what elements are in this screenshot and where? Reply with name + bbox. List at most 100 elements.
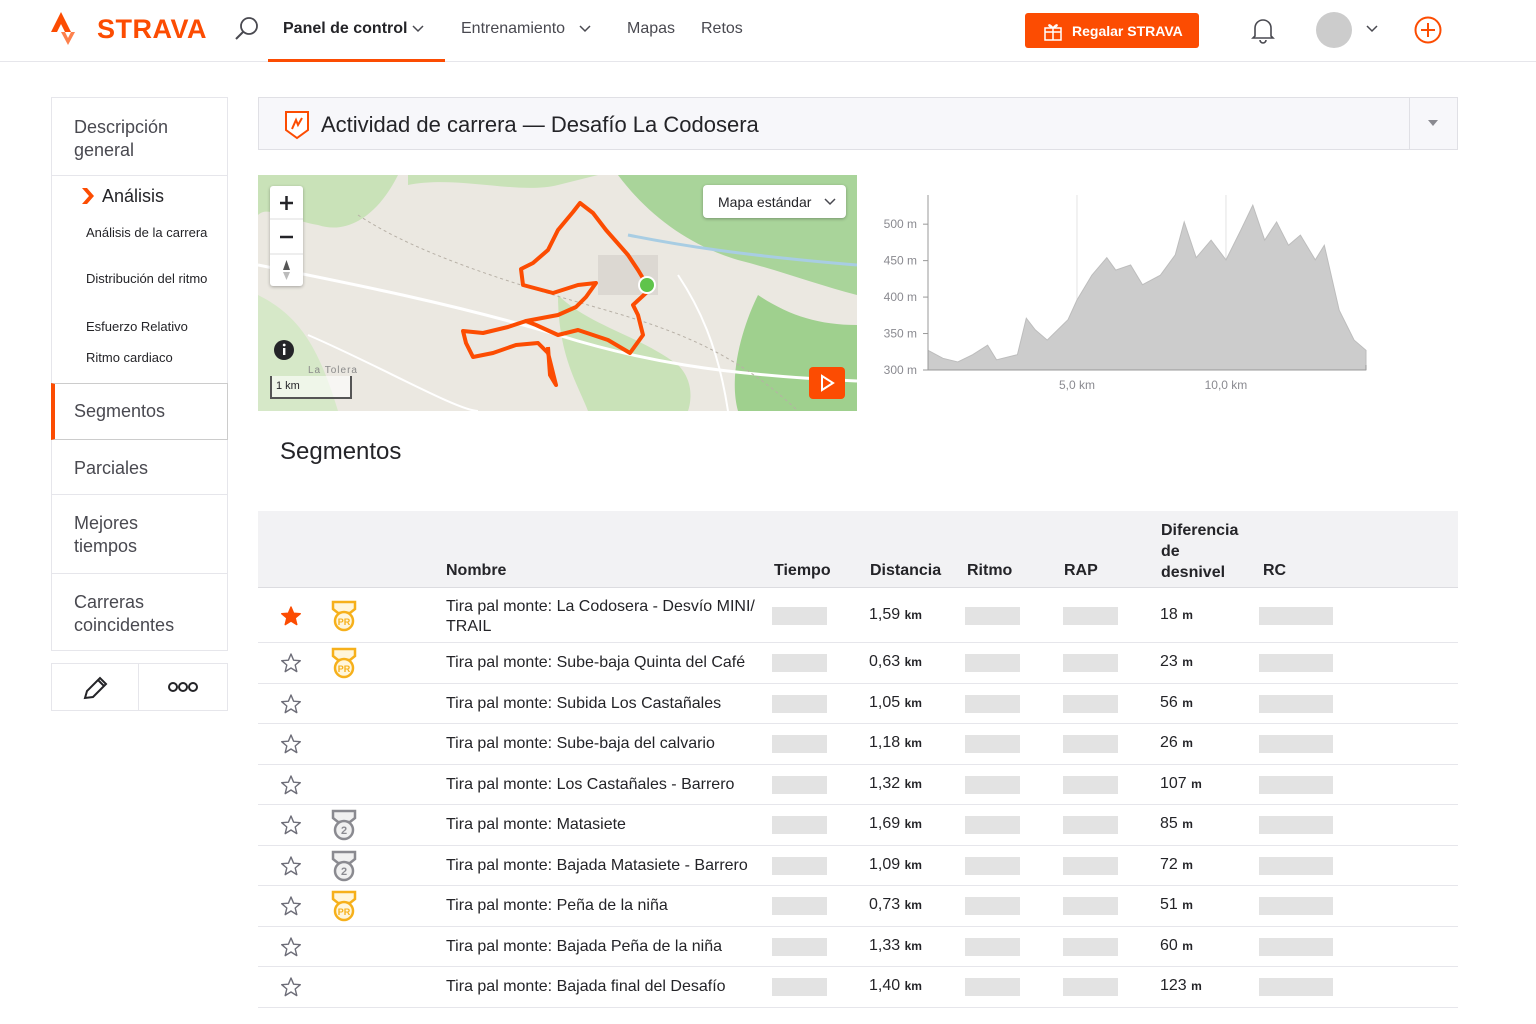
achievement-badge[interactable]: PR [330,890,358,922]
segment-name[interactable]: Tira pal monte: Bajada Matasiete - Barre… [446,856,748,874]
divider [52,573,227,574]
column-header[interactable]: RC [1263,562,1287,579]
segment-name[interactable]: Tira pal monte: Los Castañales - Barrero [446,775,735,793]
sidebar-item[interactable]: Parciales [74,458,149,478]
avatar[interactable] [1316,12,1352,48]
achievement-badge[interactable]: PR [330,600,358,632]
column-header[interactable]: Tiempo [774,562,831,579]
redacted-value [1063,978,1118,997]
redacted-value [965,856,1020,875]
more-button[interactable] [167,680,199,694]
star-outline[interactable] [280,652,302,674]
distance-unit: km [904,736,922,751]
redacted-value [1259,937,1333,956]
segment-name[interactable]: Tira pal monte: Matasiete [446,816,626,834]
distance-value: 1,32 [869,774,901,792]
map-info[interactable] [273,339,295,361]
star-outline[interactable] [280,855,302,877]
y-tick-label: 400 m [884,290,917,304]
segment-elevation: 23 m [1160,653,1193,671]
notifications-icon[interactable] [1250,16,1276,44]
star-shape [281,896,301,916]
sidebar-subitem[interactable]: Distribución del ritmo [86,271,208,286]
segment-elevation: 18 m [1160,606,1193,624]
segment-name[interactable]: Tira pal monte: Peña de la niña [446,897,668,915]
y-tick-label: 450 m [884,254,917,268]
segment-row: Tira pal monte: Sube-baja del calvario 1,… [258,724,1458,765]
badge-label: 2 [341,866,347,878]
star-shape [281,977,301,997]
upload-button[interactable] [1413,15,1443,45]
column-header[interactable]: Nombre [446,562,507,579]
search-icon[interactable] [233,15,261,43]
map-type-button[interactable]: Mapa estándar [703,185,846,218]
nav-item[interactable]: Retos [701,20,743,37]
map-controls [270,186,303,286]
star-outline[interactable] [280,774,302,796]
redacted-value [965,735,1020,754]
column-header[interactable]: RAP [1064,562,1098,579]
sidebar-subitem[interactable]: Ritmo cardiaco [86,350,173,365]
distance-value: 0,63 [869,653,901,671]
sidebar-subitem[interactable]: Esfuerzo Relativo [86,319,188,334]
nav-item[interactable]: Panel de control [283,20,408,37]
achievement-badge[interactable]: 2 [330,850,358,882]
column-header[interactable]: Diferencia de desnivel [1161,522,1239,581]
star-filled[interactable] [280,605,302,627]
redacted-value [772,694,827,713]
distance-value: 1,69 [869,815,901,833]
chevron [412,25,424,33]
brand[interactable]: STRAVA [97,14,207,44]
segment-elevation: 60 m [1160,937,1193,955]
dropdown-toggle[interactable] [1427,118,1439,128]
gift-button[interactable]: Regalar STRAVA [1025,13,1199,48]
segment-name[interactable]: Tira pal monte: Bajada Peña de la niña [446,937,723,955]
star-outline[interactable] [280,814,302,836]
segment-elevation: 72 m [1160,856,1193,874]
segment-name[interactable]: Tira pal monte: Bajada final del Desafío [446,978,726,996]
divider [1409,98,1410,149]
star-outline[interactable] [280,733,302,755]
segment-name[interactable]: Tira pal monte: La Codosera - Desvío MIN… [446,598,755,635]
achievement-badge[interactable]: PR [330,647,358,679]
column-header[interactable]: Ritmo [967,562,1013,579]
redacted-value [965,816,1020,835]
segment-distance: 1,40 km [869,977,922,995]
sidebar-item[interactable]: Mejores tiempos [74,513,139,556]
section-title: Segmentos [280,438,402,465]
redacted-value [772,816,827,835]
flyby-button[interactable] [809,367,845,399]
redacted-value [772,735,827,754]
column-header[interactable]: Distancia [870,562,942,579]
star-outline[interactable] [280,895,302,917]
nav-item[interactable]: Mapas [627,20,676,37]
redacted-value [772,607,827,625]
redacted-value [1259,735,1333,754]
sidebar-item[interactable]: Carreras coincidentes [74,592,175,635]
elevation-value: 51 [1160,896,1178,914]
achievement-badge[interactable]: 2 [330,809,358,841]
logo-icon[interactable] [48,10,78,46]
star-outline[interactable] [280,936,302,958]
segment-name[interactable]: Tira pal monte: Subida Los Castañales [446,694,722,712]
elevation-value: 26 [1160,734,1178,752]
segment-distance: 1,33 km [869,937,922,955]
redacted-value [772,937,827,956]
nav-item[interactable]: Entrenamiento [461,20,566,37]
star-outline[interactable] [280,693,302,715]
map-control-icons [270,196,303,280]
segment-name[interactable]: Tira pal monte: Sube-baja Quinta del Caf… [446,654,746,672]
elevation-unit: m [1182,817,1193,832]
map[interactable]: La Tolera 1 km Mapa estándar [258,175,857,411]
star-shape [281,694,301,714]
segment-name[interactable]: Tira pal monte: Sube-baja del calvario [446,735,715,753]
star-outline[interactable] [280,976,302,998]
sidebar-item[interactable]: Análisis [102,186,165,206]
sidebar-item[interactable]: Descripción general [74,117,169,160]
sidebar-subitem[interactable]: Análisis de la carrera [86,225,208,240]
sidebar-active-item[interactable]: Segmentos [51,383,228,440]
edit-button[interactable] [81,674,111,702]
top-nav: STRAVA Panel de control Entrenamiento Ma… [0,0,1536,62]
chevron[interactable] [1365,24,1379,34]
segment-distance: 1,69 km [869,815,922,833]
